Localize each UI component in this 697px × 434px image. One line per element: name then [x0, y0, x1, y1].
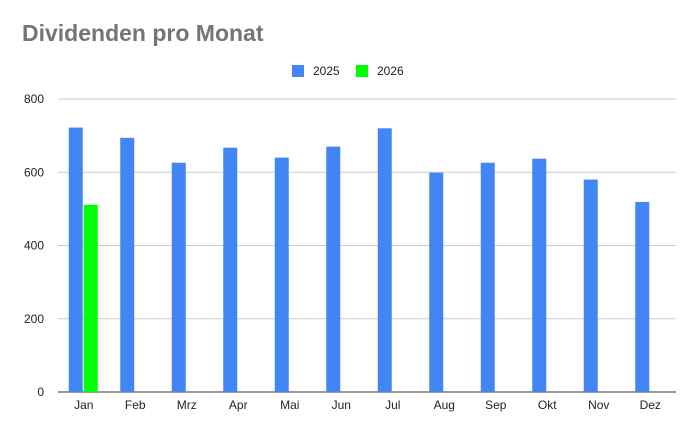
bar-2025-Sep [480, 162, 495, 392]
x-tick-label: Feb [125, 398, 146, 412]
bar-2026-Jan [83, 204, 98, 392]
bar-2025-Jan [68, 127, 83, 392]
legend-swatch [292, 65, 304, 77]
x-tick-label: Jun [332, 398, 351, 412]
x-tick-label: Jul [385, 398, 400, 412]
y-tick-label: 800 [24, 92, 44, 106]
bar-2025-Apr [223, 147, 238, 392]
legend-label: 2026 [377, 64, 404, 78]
y-tick-label: 200 [24, 312, 44, 326]
x-tick-label: Mrz [177, 398, 197, 412]
bar-2025-Dez [635, 201, 650, 392]
x-tick-label: Sep [485, 398, 507, 412]
x-tick-label: Dez [640, 398, 661, 412]
bars [68, 127, 650, 393]
bar-2025-Jul [377, 128, 392, 393]
y-tick-label: 0 [37, 385, 44, 399]
gridlines [58, 98, 676, 393]
y-axis-ticks: 0 200 400 600 800 [24, 92, 44, 399]
legend-label: 2025 [313, 64, 340, 78]
x-tick-label: Aug [434, 398, 455, 412]
x-tick-label: Apr [229, 398, 248, 412]
y-tick-label: 600 [24, 165, 44, 179]
bar-2025-Mai [274, 157, 289, 392]
chart-title: Dividenden pro Monat [22, 20, 264, 46]
bar-2025-Mrz [171, 162, 186, 392]
bar-2025-Okt [532, 158, 547, 392]
x-axis-ticks: Jan Feb Mrz Apr Mai Jun Jul Aug Sep Okt Nov Dez [74, 398, 661, 412]
x-tick-label: Nov [588, 398, 609, 412]
bar-2025-Jun [326, 146, 341, 392]
x-tick-label: Jan [74, 398, 93, 412]
legend-swatch [356, 65, 368, 77]
bar-2025-Feb [120, 137, 135, 392]
bar-2025-Nov [583, 179, 598, 392]
bar-2025-Aug [429, 172, 444, 392]
x-tick-label: Okt [538, 398, 557, 412]
x-tick-label: Mai [280, 398, 299, 412]
legend: 2025 2026 [292, 64, 404, 78]
y-tick-label: 400 [24, 239, 44, 253]
